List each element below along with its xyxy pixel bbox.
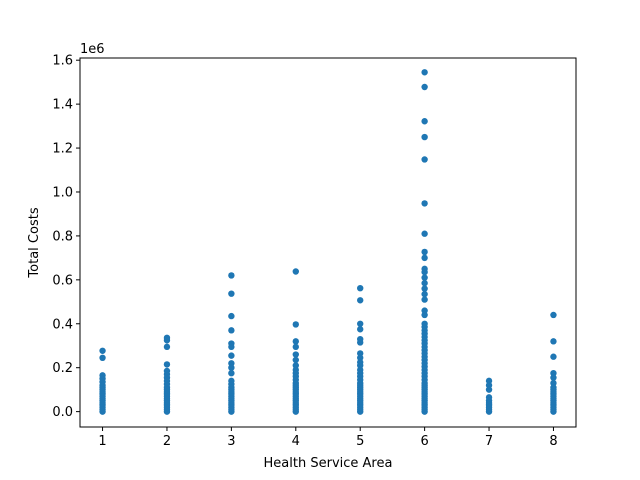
y-tick-label: 1.0 xyxy=(52,185,73,200)
y-axis: 0.0 0.2 0.4 0.6 0.8 1.0 1.2 1.4 1.6 xyxy=(52,54,80,420)
data-point xyxy=(421,83,428,91)
data-point xyxy=(421,69,428,76)
x-tick-label: 8 xyxy=(549,434,557,449)
data-point xyxy=(485,408,493,415)
data-point xyxy=(292,321,299,328)
data-point xyxy=(421,285,428,292)
data-point xyxy=(163,408,171,415)
data-point xyxy=(357,354,364,362)
data-point xyxy=(357,284,364,292)
y-tick-label: 1.4 xyxy=(52,98,73,113)
data-point xyxy=(421,230,428,237)
data-point xyxy=(357,297,364,304)
data-point xyxy=(421,311,428,319)
data-point xyxy=(421,118,428,125)
x-axis: 1 2 3 4 5 6 7 8 xyxy=(98,427,558,449)
data-point xyxy=(292,362,299,369)
x-tick-label: 4 xyxy=(292,434,300,449)
data-point xyxy=(550,353,557,360)
data-point xyxy=(357,320,364,327)
y-tick-label: 0.6 xyxy=(52,273,73,288)
data-point xyxy=(550,408,557,415)
data-point xyxy=(357,350,364,357)
data-point xyxy=(550,369,557,377)
data-point xyxy=(99,347,106,354)
data-point xyxy=(485,382,493,389)
data-point xyxy=(550,311,557,319)
data-point xyxy=(228,290,235,297)
y-tick-label: 1.2 xyxy=(52,142,73,157)
data-point xyxy=(228,364,235,371)
data-point xyxy=(485,377,493,385)
data-point xyxy=(292,408,299,415)
y-axis-label: Total Costs xyxy=(27,207,42,278)
y-tick-label: 0.8 xyxy=(52,229,73,244)
data-point xyxy=(421,290,428,298)
data-point xyxy=(421,254,428,262)
y-tick-label: 0.4 xyxy=(52,317,73,332)
y-tick-label: 1.6 xyxy=(52,54,73,69)
plot-area-frame xyxy=(79,57,577,428)
y-tick-label: 0.2 xyxy=(52,361,73,376)
data-point xyxy=(228,352,235,359)
data-point xyxy=(228,343,235,351)
data-point xyxy=(421,133,428,141)
data-point xyxy=(421,296,428,303)
data-point xyxy=(421,408,428,415)
x-tick-label: 7 xyxy=(485,434,493,449)
data-point xyxy=(163,361,171,368)
data-point xyxy=(228,369,235,377)
x-tick-label: 1 xyxy=(98,434,106,449)
data-point xyxy=(550,379,557,387)
data-point xyxy=(421,307,428,314)
data-point xyxy=(421,156,428,163)
data-point xyxy=(228,408,235,415)
data-point xyxy=(228,312,235,320)
data-point xyxy=(228,327,235,334)
data-point xyxy=(550,338,557,345)
data-point xyxy=(292,356,299,364)
x-tick-label: 2 xyxy=(163,434,171,449)
data-point xyxy=(163,343,171,351)
data-point xyxy=(292,338,299,345)
data-point xyxy=(292,343,299,351)
data-point xyxy=(292,351,299,358)
data-point xyxy=(421,248,428,256)
y-offset-label: 1e6 xyxy=(80,42,105,57)
data-point xyxy=(421,279,428,287)
points-layer xyxy=(99,69,557,415)
data-point xyxy=(357,362,364,369)
x-axis-label: Health Service Area xyxy=(264,456,393,471)
data-point xyxy=(99,354,106,362)
y-tick-label: 0.0 xyxy=(52,405,73,420)
data-point xyxy=(228,360,235,367)
data-point xyxy=(421,268,428,276)
x-tick-label: 6 xyxy=(420,434,428,449)
data-point xyxy=(357,339,364,346)
data-point xyxy=(421,200,428,207)
data-point xyxy=(357,408,364,415)
data-point xyxy=(550,374,557,381)
data-point xyxy=(99,408,106,415)
data-point xyxy=(421,274,428,281)
data-point xyxy=(228,272,235,279)
x-tick-label: 5 xyxy=(356,434,364,449)
data-point xyxy=(357,326,364,333)
x-tick-label: 3 xyxy=(227,434,235,449)
data-point xyxy=(292,268,299,275)
data-point xyxy=(485,386,493,393)
data-point xyxy=(163,337,171,344)
